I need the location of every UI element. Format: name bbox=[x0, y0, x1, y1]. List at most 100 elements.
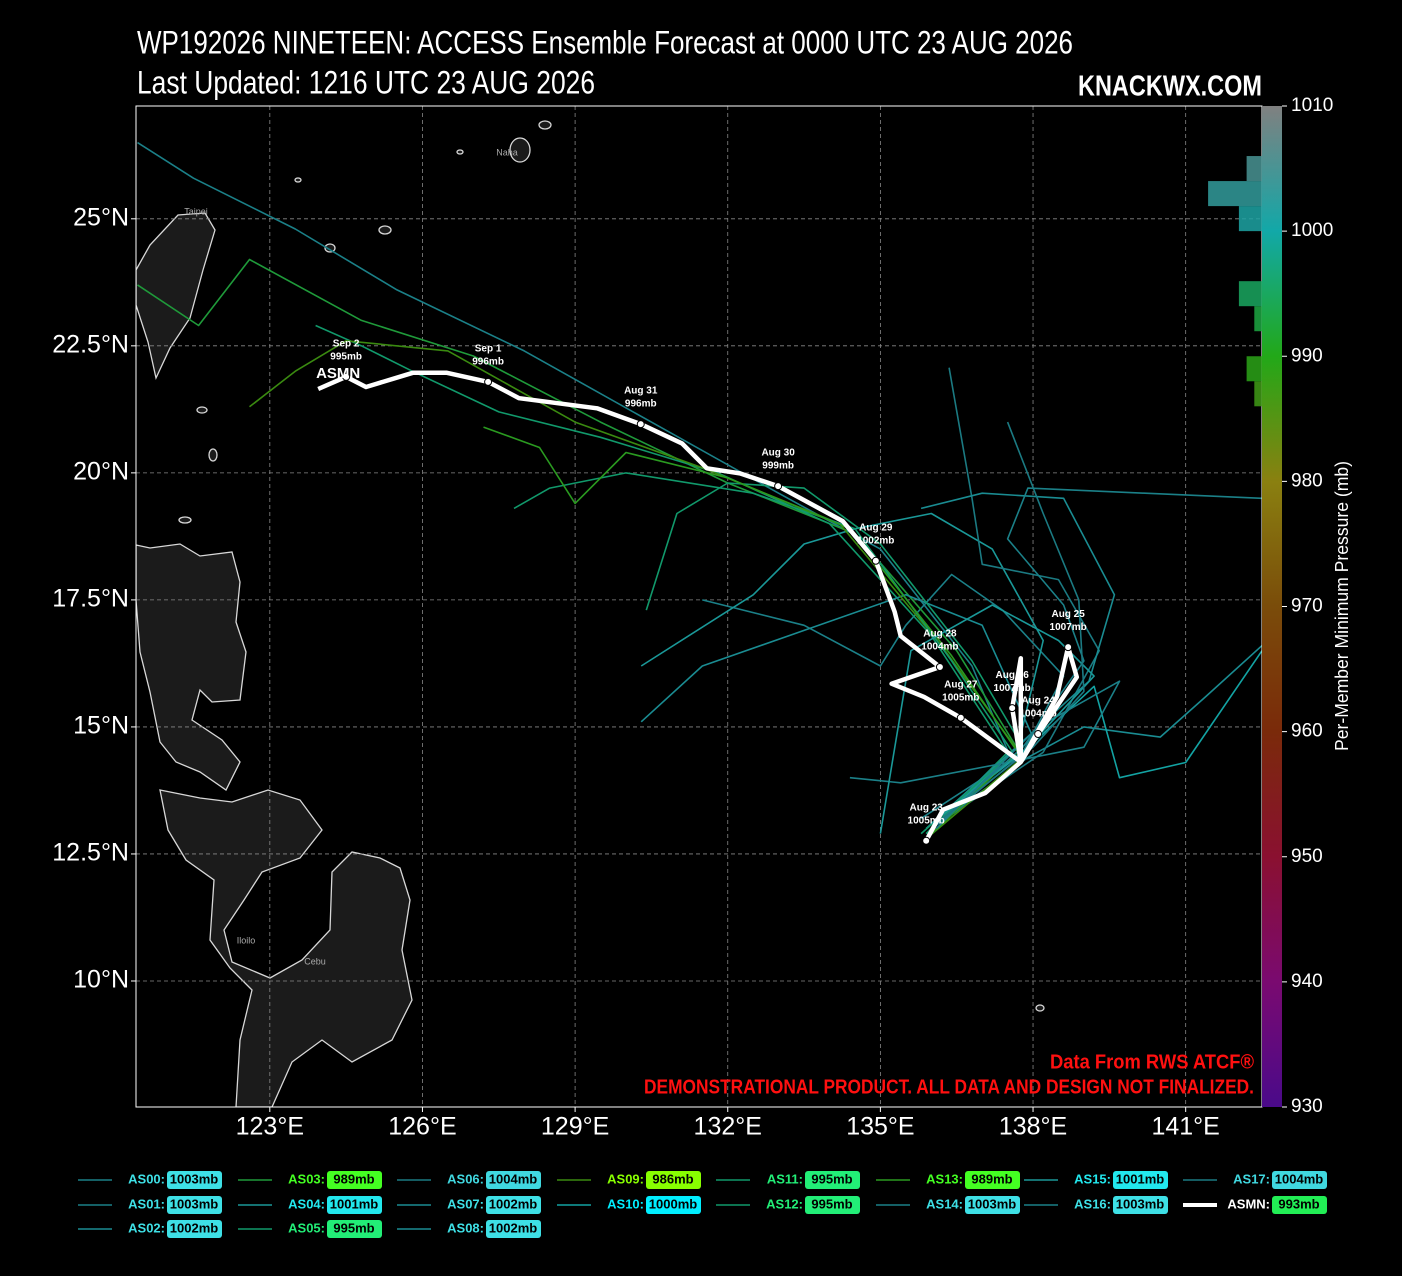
legend-label: AS11: bbox=[767, 1171, 803, 1186]
legend-label: AS04: bbox=[288, 1196, 325, 1211]
histogram-bar bbox=[1208, 181, 1262, 207]
track-marker bbox=[342, 372, 351, 381]
histogram-bar bbox=[1254, 381, 1262, 407]
title: WP192026 NINETEEN: ACCESS Ensemble Forec… bbox=[137, 24, 1073, 60]
colorbar-tick-label: 930 bbox=[1291, 1096, 1323, 1117]
x-tick-label: 129°E bbox=[541, 1113, 609, 1141]
legend-badge bbox=[486, 1196, 541, 1214]
marker-pressure: 996mb bbox=[472, 357, 504, 368]
legend-badge bbox=[486, 1171, 541, 1189]
marker-date: Sep 1 bbox=[475, 344, 502, 355]
legend-pressure: 1001mb bbox=[1116, 1171, 1164, 1186]
colorbar-tick-label: 940 bbox=[1291, 971, 1323, 992]
y-tick-label: 20°N bbox=[73, 457, 129, 485]
legend-pressure: 1004mb bbox=[1275, 1171, 1323, 1186]
track-marker bbox=[922, 836, 931, 845]
land bbox=[136, 120, 1045, 1107]
legend-pressure: 1004mb bbox=[489, 1171, 537, 1186]
histogram-bar bbox=[1254, 306, 1262, 332]
track-line bbox=[315, 324, 1009, 835]
y-tick-label: 22.5°N bbox=[52, 330, 129, 358]
marker-pressure: 995mb bbox=[330, 351, 362, 362]
track-line bbox=[317, 370, 1080, 842]
track-marker bbox=[935, 662, 944, 671]
marker-date: Aug 23 bbox=[910, 802, 944, 813]
colorbar-tick-label: 1010 bbox=[1291, 95, 1333, 116]
place-label: Taipei bbox=[184, 206, 208, 216]
marker-pressure: 999mb bbox=[762, 461, 794, 472]
track-line bbox=[930, 487, 1262, 830]
legend-badge bbox=[167, 1196, 222, 1214]
marker-date: Aug 26 bbox=[996, 670, 1030, 681]
track-marker bbox=[1064, 643, 1073, 652]
legend-pressure: 1000mb bbox=[649, 1196, 697, 1211]
marker-date: Aug 29 bbox=[859, 522, 893, 533]
marker-pressure: 1005mb bbox=[908, 815, 945, 826]
track-marker bbox=[956, 713, 965, 722]
marker-date: Aug 24 bbox=[1021, 696, 1055, 707]
track-marker bbox=[1008, 704, 1017, 713]
legend-label: AS15: bbox=[1074, 1171, 1111, 1186]
track-line bbox=[640, 512, 1044, 825]
marker-pressure: 1004mb bbox=[921, 642, 958, 653]
track-line bbox=[930, 367, 1100, 830]
legend-pressure: 1002mb bbox=[489, 1196, 537, 1211]
legend-label: AS02: bbox=[128, 1220, 165, 1235]
legend-label: AS13: bbox=[926, 1171, 963, 1186]
y-tick-label: 25°N bbox=[73, 203, 129, 231]
disclaimer: DEMONSTRATIONAL PRODUCT. ALL DATA AND DE… bbox=[644, 1076, 1254, 1098]
marker-date: Aug 25 bbox=[1051, 609, 1085, 620]
colorbar-tick-label: 950 bbox=[1291, 846, 1323, 867]
marker-date: Aug 30 bbox=[761, 448, 795, 459]
legend-badge bbox=[167, 1171, 222, 1189]
x-tick-label: 135°E bbox=[846, 1113, 914, 1141]
place-label: Cebu bbox=[304, 956, 326, 966]
subtitle: Last Updated: 1216 UTC 23 AUG 2026 bbox=[137, 64, 595, 100]
x-tick-label: 138°E bbox=[999, 1113, 1067, 1141]
legend-label: AS07: bbox=[447, 1196, 484, 1211]
legend-pressure: 1003mb bbox=[968, 1196, 1016, 1211]
x-tick-label: 132°E bbox=[694, 1113, 762, 1141]
legend-badge bbox=[646, 1171, 701, 1189]
legend-badge bbox=[965, 1171, 1020, 1189]
legend-label: ASMN: bbox=[1227, 1196, 1270, 1211]
y-tick-label: 17.5°N bbox=[52, 585, 129, 613]
track-line bbox=[483, 426, 1019, 840]
legend-badge bbox=[1113, 1196, 1168, 1214]
legend-pressure: 995mb bbox=[333, 1220, 374, 1235]
legend-pressure: 993mb bbox=[1278, 1196, 1319, 1211]
colorbar-tick-label: 990 bbox=[1291, 345, 1323, 366]
colorbar-tick-label: 960 bbox=[1291, 721, 1323, 742]
map: Taipei Naha Iloilo Cebu Aug 23 1005mb Aug … bbox=[136, 106, 1262, 1107]
colorbar-tick-label: 1000 bbox=[1291, 220, 1333, 241]
marker-date: Aug 31 bbox=[624, 386, 658, 397]
y-tick-label: 12.5°N bbox=[52, 839, 129, 867]
legend-badge bbox=[327, 1196, 382, 1214]
legend-badge bbox=[1113, 1171, 1168, 1189]
colorbar bbox=[1262, 106, 1282, 1107]
legend-pressure: 1001mb bbox=[330, 1196, 378, 1211]
marker-pressure: 1007mb bbox=[994, 683, 1031, 694]
legend-pressure: 1003mb bbox=[1116, 1196, 1164, 1211]
brand: KNACKWX.COM bbox=[1078, 71, 1262, 103]
colorbar-tick-label: 970 bbox=[1291, 596, 1323, 617]
legend-badge bbox=[327, 1220, 382, 1238]
legend-badge bbox=[805, 1196, 860, 1214]
legend-badge bbox=[327, 1171, 382, 1189]
legend-badge bbox=[965, 1196, 1020, 1214]
place-label: Naha bbox=[496, 147, 518, 157]
legend-label: AS17: bbox=[1233, 1171, 1270, 1186]
legend-label: AS05: bbox=[288, 1220, 325, 1235]
y-tick-label: 15°N bbox=[73, 712, 129, 740]
legend-pressure: 1003mb bbox=[170, 1171, 218, 1186]
legend-label: AS01: bbox=[128, 1196, 165, 1211]
marker-pressure: 996mb bbox=[625, 399, 657, 410]
track-marker bbox=[636, 420, 645, 429]
legend-label: AS08: bbox=[447, 1220, 484, 1235]
source-note: Data From RWS ATCF® bbox=[1050, 1051, 1254, 1073]
legend-pressure: 986mb bbox=[652, 1171, 693, 1186]
legend-pressure: 1002mb bbox=[489, 1220, 537, 1235]
colorbar-label: Per-Member Minimum Pressure (mb) bbox=[1332, 461, 1352, 751]
x-tick-label: 126°E bbox=[388, 1113, 456, 1141]
